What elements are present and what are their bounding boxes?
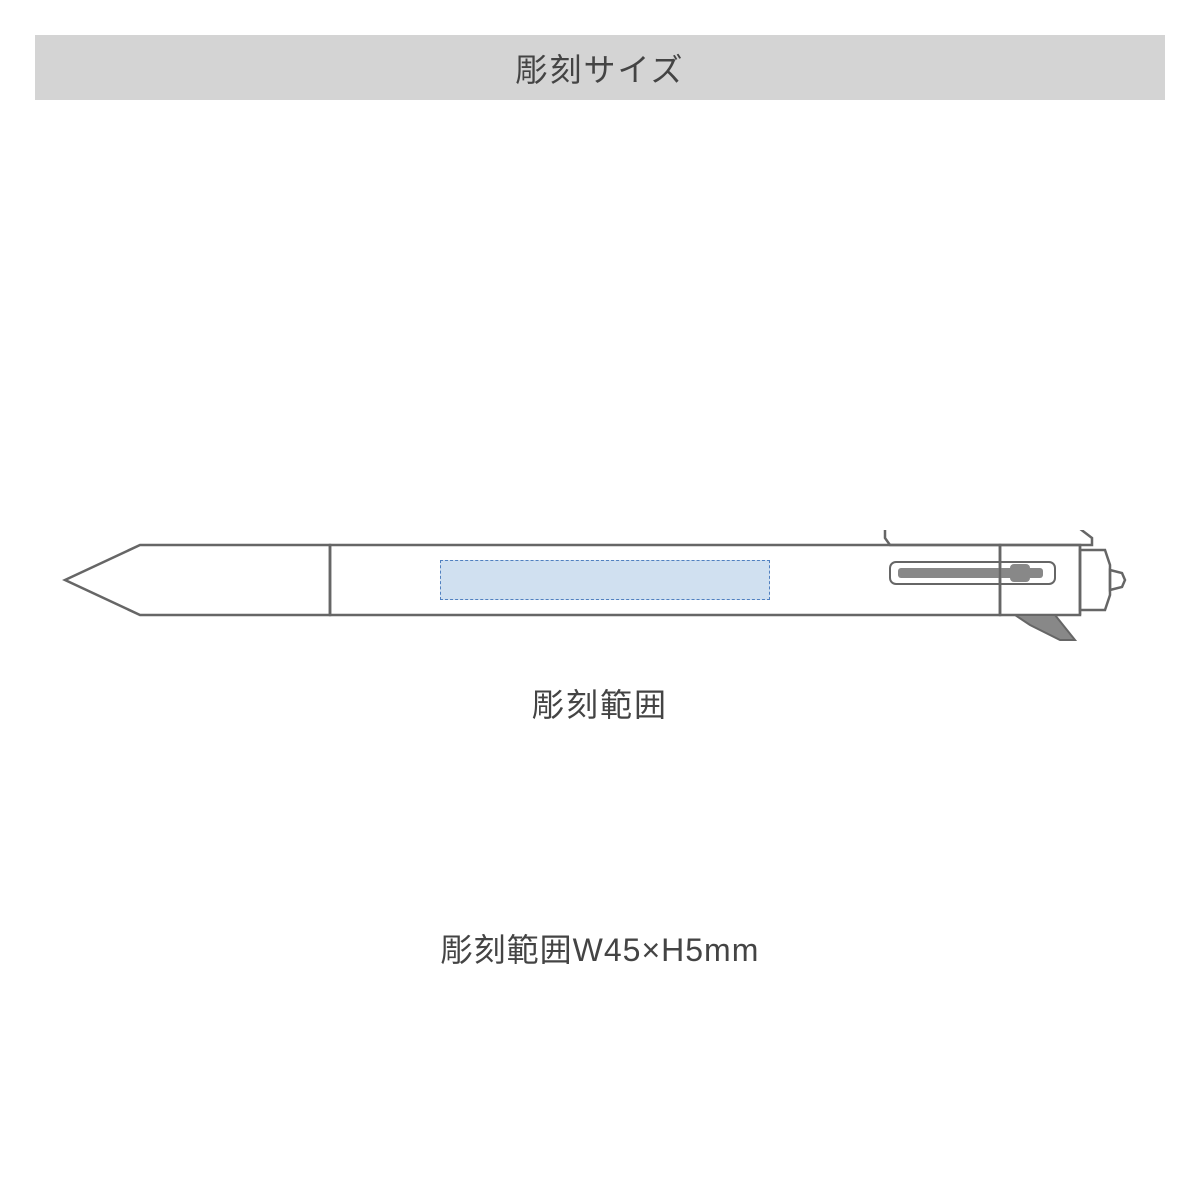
engraving-area-label: 彫刻範囲 [0, 680, 1200, 726]
header-bar: 彫刻サイズ [35, 35, 1165, 100]
header-title: 彫刻サイズ [515, 45, 684, 91]
pen-tip-outline [65, 545, 330, 615]
pen-tail-fin [1015, 615, 1075, 640]
pen-tail-nub [1110, 570, 1125, 590]
pen-clip-knob [1010, 564, 1030, 582]
pen-clip-outline [885, 530, 1092, 545]
size-specification: 彫刻範囲W45×H5mm [0, 925, 1200, 971]
pen-tail-cap [1080, 550, 1110, 610]
engraving-area-box [440, 560, 770, 600]
